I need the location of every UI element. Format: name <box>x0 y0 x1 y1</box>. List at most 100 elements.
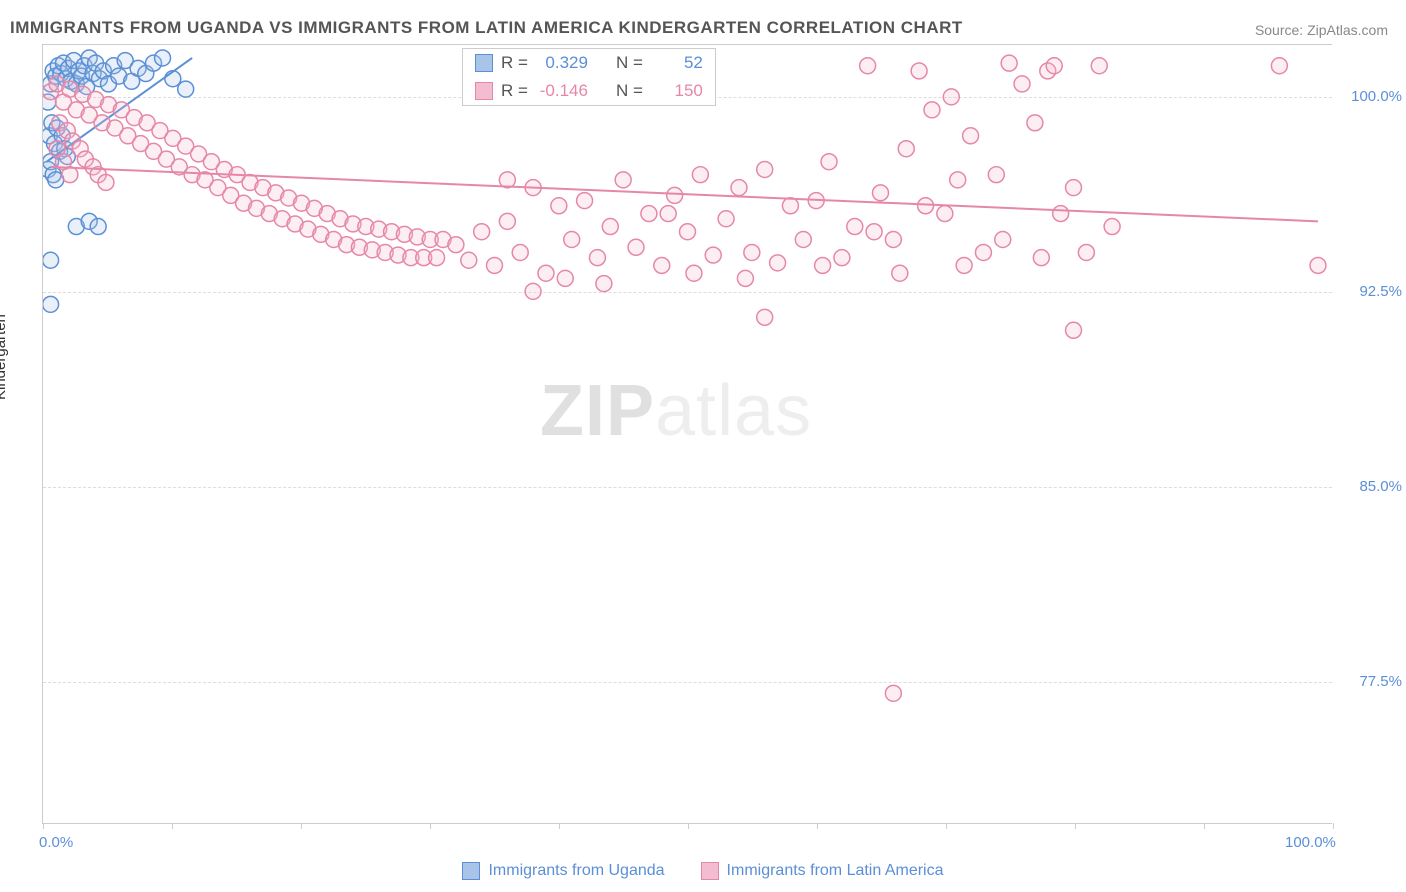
data-point <box>737 270 753 286</box>
data-point <box>757 309 773 325</box>
data-point <box>1033 250 1049 266</box>
stats-legend: R =0.329N =52R =-0.146N =150 <box>462 48 716 106</box>
data-point <box>557 270 573 286</box>
legend-swatch <box>475 82 493 100</box>
n-label: N = <box>616 81 643 101</box>
x-tick <box>1204 823 1205 829</box>
data-point <box>866 224 882 240</box>
data-point <box>1027 115 1043 131</box>
data-point <box>461 252 477 268</box>
data-point <box>1310 257 1326 273</box>
data-point <box>1104 219 1120 235</box>
source-label: Source: ZipAtlas.com <box>1255 22 1388 38</box>
data-point <box>512 244 528 260</box>
data-point <box>705 247 721 263</box>
data-point <box>628 239 644 255</box>
n-value: 150 <box>651 81 703 101</box>
data-point <box>757 162 773 178</box>
data-point <box>577 193 593 209</box>
data-point <box>98 174 114 190</box>
r-label: R = <box>501 81 528 101</box>
data-point <box>474 224 490 240</box>
data-point <box>963 128 979 144</box>
x-tick <box>817 823 818 829</box>
data-point <box>487 257 503 273</box>
legend-swatch <box>462 862 480 880</box>
data-point <box>155 50 171 66</box>
data-point <box>770 255 786 271</box>
bottom-legend: Immigrants from Uganda Immigrants from La… <box>0 862 1406 880</box>
data-point <box>956 257 972 273</box>
data-point <box>731 180 747 196</box>
data-point <box>641 206 657 222</box>
data-point <box>1046 58 1062 74</box>
chart-title: IMMIGRANTS FROM UGANDA VS IMMIGRANTS FRO… <box>10 18 963 38</box>
data-point <box>680 224 696 240</box>
x-tick <box>430 823 431 829</box>
data-point <box>596 276 612 292</box>
data-point <box>654 257 670 273</box>
data-point <box>90 219 106 235</box>
data-point <box>43 296 59 312</box>
trend-line <box>51 167 1318 221</box>
data-point <box>43 252 59 268</box>
data-point <box>1014 76 1030 92</box>
legend-item: Immigrants from Uganda <box>462 862 664 880</box>
legend-item: Immigrants from Latin America <box>701 862 944 880</box>
data-point <box>615 172 631 188</box>
x-tick <box>1075 823 1076 829</box>
data-point <box>686 265 702 281</box>
data-point <box>943 89 959 105</box>
x-tick <box>946 823 947 829</box>
plot-area: 77.5%85.0%92.5%100.0%0.0%100.0% <box>42 44 1332 824</box>
data-point <box>821 154 837 170</box>
x-tick <box>559 823 560 829</box>
data-point <box>898 141 914 157</box>
x-tick <box>172 823 173 829</box>
data-point <box>918 198 934 214</box>
data-point <box>718 211 734 227</box>
data-point <box>975 244 991 260</box>
data-point <box>602 219 618 235</box>
data-point <box>525 283 541 299</box>
r-value: -0.146 <box>536 81 588 101</box>
data-point <box>1271 58 1287 74</box>
y-tick-label: 77.5% <box>1342 673 1402 690</box>
data-point <box>885 685 901 701</box>
y-axis-label: Kindergarten <box>0 314 9 400</box>
data-point <box>538 265 554 281</box>
data-point <box>892 265 908 281</box>
data-point <box>1066 322 1082 338</box>
y-tick-label: 100.0% <box>1342 88 1402 105</box>
data-point <box>564 232 580 248</box>
legend-label: Immigrants from Uganda <box>488 862 664 880</box>
y-tick-label: 92.5% <box>1342 283 1402 300</box>
data-point <box>551 198 567 214</box>
n-value: 52 <box>651 53 703 73</box>
data-point <box>499 213 515 229</box>
data-point <box>885 232 901 248</box>
legend-swatch <box>701 862 719 880</box>
data-point <box>782 198 798 214</box>
data-point <box>873 185 889 201</box>
data-point <box>847 219 863 235</box>
data-point <box>448 237 464 253</box>
r-label: R = <box>501 53 528 73</box>
data-point <box>589 250 605 266</box>
n-label: N = <box>616 53 643 73</box>
stats-row: R = -0.146 N = 150 <box>463 77 715 105</box>
data-point <box>178 81 194 97</box>
y-tick-label: 85.0% <box>1342 478 1402 495</box>
data-point <box>660 206 676 222</box>
stats-row: R =0.329N =52 <box>463 49 715 77</box>
data-point <box>988 167 1004 183</box>
data-point <box>1078 244 1094 260</box>
data-point <box>950 172 966 188</box>
data-point <box>937 206 953 222</box>
x-tick-label: 100.0% <box>1285 834 1336 851</box>
x-tick-label: 0.0% <box>39 834 73 851</box>
data-point <box>744 244 760 260</box>
x-tick <box>688 823 689 829</box>
data-point <box>911 63 927 79</box>
data-point <box>834 250 850 266</box>
